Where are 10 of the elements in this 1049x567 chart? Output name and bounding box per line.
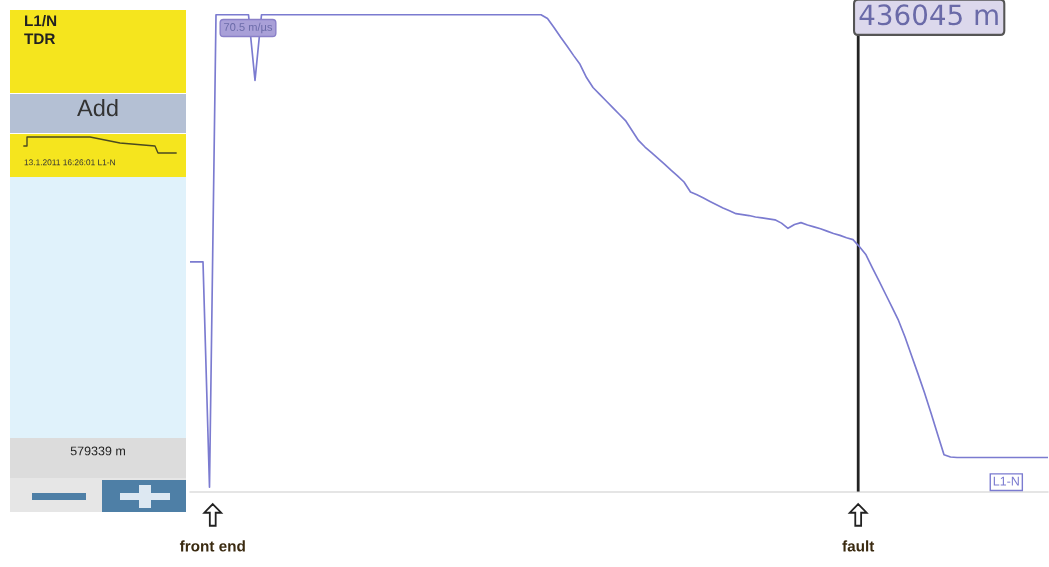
annotation: 70.5 m/µs — [224, 22, 273, 34]
series-label: L1-N — [993, 476, 1019, 486]
text: 13.1.2011 16:26:01 L1-N — [24, 159, 115, 166]
text: 579339 m — [70, 446, 125, 456]
text: Add — [77, 99, 118, 117]
text: front end — [179, 540, 245, 552]
text: fault — [842, 540, 875, 552]
text: L1/N — [25, 14, 57, 27]
text: TDR — [24, 33, 56, 44]
annotation: 436045 m — [859, 4, 998, 26]
